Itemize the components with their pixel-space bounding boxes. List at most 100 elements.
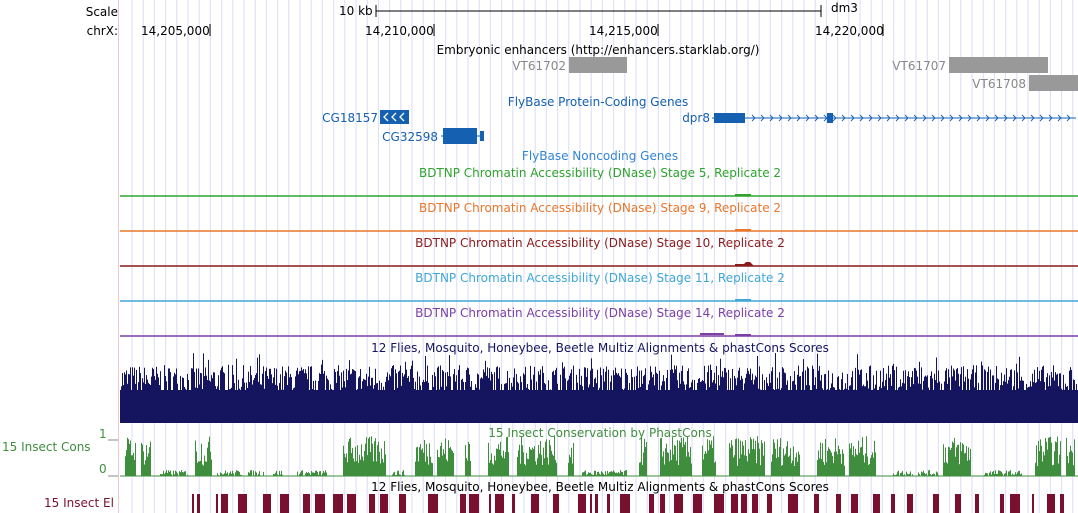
- phastcons-bar: [791, 463, 792, 476]
- track-side-label-elements[interactable]: 15 Insect El: [44, 496, 114, 510]
- track-title-multiz[interactable]: 12 Flies, Mosquito, Honeybee, Beetle Mul…: [371, 341, 829, 355]
- enhancer-label[interactable]: VT61708: [972, 77, 1026, 91]
- gene-label-cg18157[interactable]: CG18157: [322, 111, 378, 125]
- phastcons-bar: [415, 461, 416, 476]
- multiz-bar: [723, 377, 724, 423]
- multiz-bar: [724, 367, 725, 423]
- phastcons-bar: [749, 453, 750, 476]
- multiz-bar: [417, 371, 418, 423]
- phastcons-bar: [525, 465, 526, 476]
- track-title-flybase-noncoding[interactable]: FlyBase Noncoding Genes: [521, 149, 679, 163]
- track-title-dnase-stage5[interactable]: BDTNP Chromatin Accessibility (DNase) St…: [418, 166, 782, 180]
- gene-label-cg32598[interactable]: CG32598: [382, 130, 438, 144]
- multiz-bar: [255, 375, 256, 423]
- multiz-bar: [908, 371, 909, 423]
- multiz-bar: [426, 381, 427, 423]
- phastcons-bar: [260, 475, 261, 476]
- ruler-scale-label: Scale: [85, 5, 118, 19]
- multiz-bar: [412, 360, 413, 423]
- position-label: 14,205,000: [141, 24, 210, 38]
- multiz-bar: [1030, 381, 1031, 423]
- multiz-bar: [801, 392, 802, 423]
- multiz-bar: [549, 390, 550, 423]
- multiz-bar: [316, 393, 317, 423]
- phastcons-bar: [317, 471, 318, 476]
- phastcons-bar: [395, 475, 396, 476]
- multiz-bar: [561, 394, 562, 423]
- multiz-bar: [407, 377, 408, 423]
- multiz-bar: [854, 389, 855, 423]
- multiz-bar: [322, 359, 323, 423]
- track-title-enhancers[interactable]: Embryonic enhancers (http://enhancers.st…: [436, 43, 760, 57]
- phastcons-bar: [860, 447, 861, 476]
- multiz-bar: [830, 387, 831, 423]
- track-title-dnase-stage14[interactable]: BDTNP Chromatin Accessibility (DNase) St…: [415, 306, 785, 320]
- track-title-dnase-stage10[interactable]: BDTNP Chromatin Accessibility (DNase) St…: [415, 236, 785, 250]
- multiz-bar: [714, 372, 715, 423]
- multiz-bar: [174, 372, 175, 423]
- phastcons-bar: [840, 453, 841, 476]
- multiz-bar: [702, 380, 703, 423]
- dnase-peak: [735, 299, 751, 301]
- multiz-bar: [271, 374, 272, 423]
- multiz-bar: [157, 373, 158, 423]
- multiz-bar: [458, 369, 459, 423]
- conserved-element: [399, 494, 406, 513]
- multiz-bar: [1007, 383, 1008, 423]
- multiz-bar: [676, 365, 677, 423]
- multiz-bar: [1076, 384, 1077, 423]
- multiz-bar: [130, 367, 131, 423]
- multiz-bar: [155, 379, 156, 423]
- multiz-bar: [683, 381, 684, 423]
- enhancer-label[interactable]: VT61707: [892, 59, 946, 73]
- multiz-bar: [864, 386, 865, 423]
- multiz-bar: [533, 374, 534, 423]
- phastcons-bar: [703, 459, 704, 476]
- track-side-label-phastcons[interactable]: 15 Insect Cons: [2, 440, 91, 454]
- multiz-bar: [260, 384, 261, 423]
- phastcons-bar: [128, 439, 129, 476]
- multiz-bar: [382, 392, 383, 423]
- multiz-bar: [1053, 365, 1054, 423]
- multiz-bar: [647, 393, 648, 423]
- phastcons-bar: [355, 446, 356, 476]
- phastcons-bar: [644, 438, 645, 476]
- conserved-element: [814, 494, 819, 513]
- multiz-bar: [601, 375, 602, 423]
- track-title-elements[interactable]: 12 Flies, Mosquito, Honeybee, Beetle Mul…: [371, 480, 829, 494]
- multiz-bar: [265, 371, 266, 423]
- gene-label-dpr8[interactable]: dpr8: [682, 111, 710, 125]
- track-title-dnase-stage9[interactable]: BDTNP Chromatin Accessibility (DNase) St…: [418, 201, 782, 215]
- multiz-bar: [691, 382, 692, 423]
- multiz-bar: [891, 385, 892, 423]
- track-title-phastcons[interactable]: 15 Insect Conservation by PhastCons: [488, 426, 712, 440]
- multiz-bar: [542, 366, 543, 423]
- phastcons-bar: [1050, 436, 1051, 476]
- multiz-bar: [1031, 386, 1032, 423]
- track-title-flybase-coding[interactable]: FlyBase Protein-Coding Genes: [507, 95, 689, 109]
- multiz-bar: [946, 368, 947, 423]
- multiz-bar: [754, 379, 755, 423]
- multiz-bar: [383, 386, 384, 423]
- strand-arrow: [877, 114, 882, 122]
- phastcons-bar: [582, 472, 583, 476]
- phastcons-bar: [1057, 436, 1058, 476]
- phastcons-bar: [447, 461, 448, 476]
- gene-dpr8-exon: [827, 113, 833, 123]
- multiz-bar: [471, 381, 472, 423]
- multiz-bar: [706, 391, 707, 423]
- multiz-bar: [915, 368, 916, 423]
- multiz-bar: [823, 393, 824, 423]
- conserved-element: [192, 494, 194, 513]
- phastcons-bar: [617, 473, 618, 476]
- enhancer-label[interactable]: VT61702: [512, 59, 566, 73]
- multiz-bar: [889, 377, 890, 423]
- phastcons-bar: [784, 455, 785, 476]
- track-title-dnase-stage11[interactable]: BDTNP Chromatin Accessibility (DNase) St…: [415, 271, 785, 285]
- multiz-bar: [197, 387, 198, 423]
- multiz-bar: [805, 370, 806, 423]
- phastcons-bar: [437, 450, 438, 476]
- phastcons-bar: [400, 474, 401, 476]
- phastcons-bar: [732, 445, 733, 476]
